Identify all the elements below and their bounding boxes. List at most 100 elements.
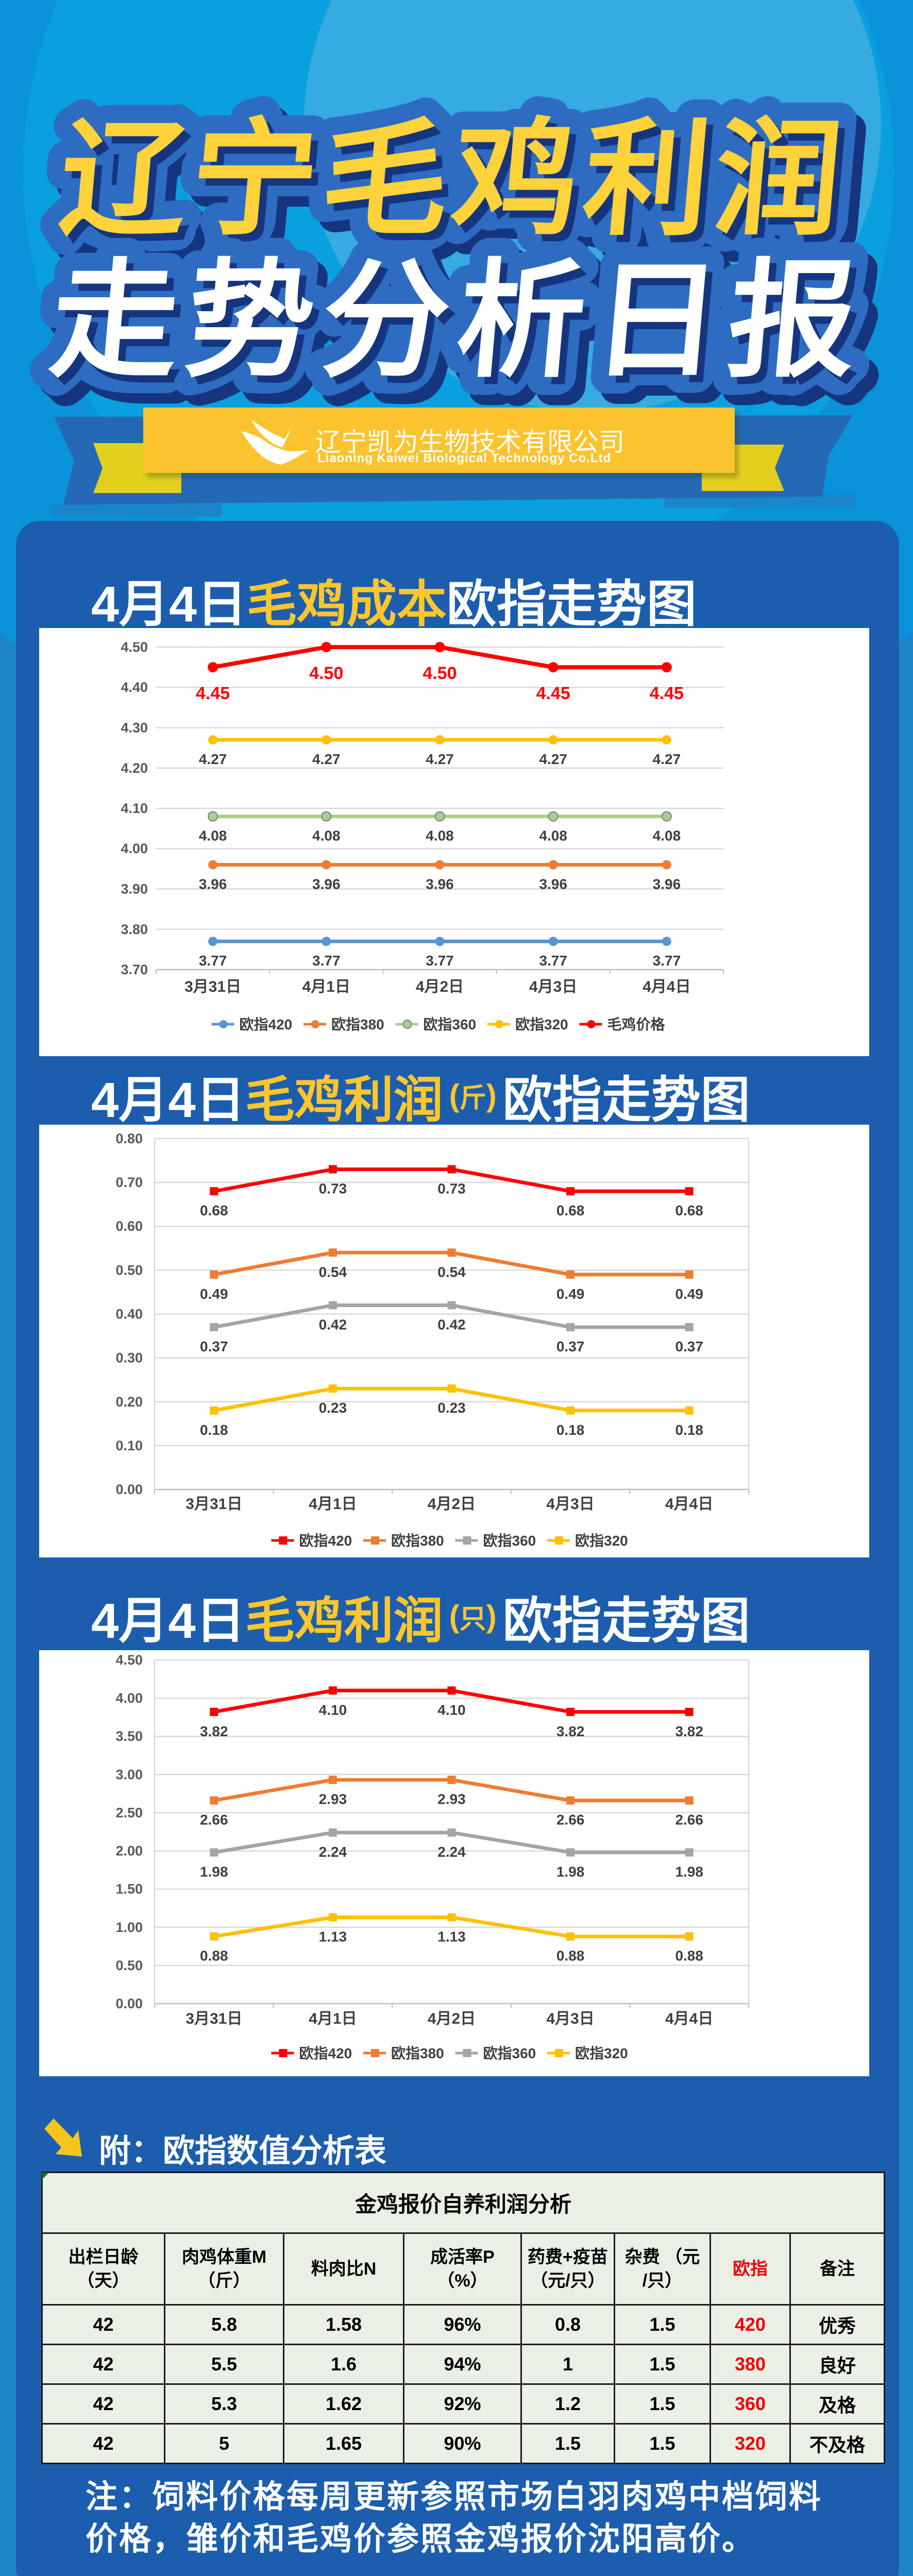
svg-text:3.82: 3.82 bbox=[556, 1723, 585, 1739]
svg-text:3.96: 3.96 bbox=[539, 876, 567, 892]
svg-text:4月2日: 4月2日 bbox=[428, 2010, 476, 2027]
svg-text:0.70: 0.70 bbox=[115, 1175, 143, 1190]
svg-text:4.50: 4.50 bbox=[309, 664, 343, 683]
svg-text:走势分析日报: 走势分析日报 bbox=[52, 257, 877, 399]
svg-text:4.45: 4.45 bbox=[196, 684, 230, 703]
svg-text:1.98: 1.98 bbox=[200, 1864, 228, 1880]
svg-text:0.37: 0.37 bbox=[556, 1338, 585, 1354]
svg-text:0.10: 0.10 bbox=[115, 1438, 143, 1453]
svg-text:3.00: 3.00 bbox=[115, 1767, 143, 1782]
svg-text:0.18: 0.18 bbox=[675, 1422, 703, 1438]
svg-text:4.27: 4.27 bbox=[653, 751, 681, 767]
svg-text:0.88: 0.88 bbox=[200, 1948, 228, 1964]
svg-text:辽宁毛鸡利润: 辽宁毛鸡利润 bbox=[61, 116, 858, 257]
svg-text:辽宁毛鸡利润: 辽宁毛鸡利润 bbox=[64, 120, 861, 260]
svg-text:3.77: 3.77 bbox=[312, 953, 341, 969]
svg-text:4月3日: 4月3日 bbox=[546, 1496, 594, 1513]
svg-text:3.80: 3.80 bbox=[121, 922, 148, 937]
svg-text:欧指380: 欧指380 bbox=[391, 1533, 444, 1549]
svg-text:0.60: 0.60 bbox=[115, 1218, 143, 1234]
svg-text:欧指420: 欧指420 bbox=[299, 1533, 352, 1549]
svg-text:0.37: 0.37 bbox=[675, 1338, 703, 1354]
svg-text:0.23: 0.23 bbox=[437, 1400, 466, 1416]
svg-text:0.18: 0.18 bbox=[200, 1422, 228, 1438]
svg-text:3.82: 3.82 bbox=[200, 1723, 228, 1739]
svg-text:4.08: 4.08 bbox=[426, 828, 454, 844]
svg-text:4.45: 4.45 bbox=[650, 684, 684, 703]
svg-text:4.10: 4.10 bbox=[319, 1702, 347, 1718]
svg-text:0.73: 0.73 bbox=[319, 1181, 347, 1197]
svg-text:3.77: 3.77 bbox=[653, 953, 681, 969]
svg-text:3.96: 3.96 bbox=[312, 876, 341, 892]
svg-text:0.88: 0.88 bbox=[675, 1948, 703, 1964]
svg-text:0.40: 0.40 bbox=[115, 1307, 143, 1322]
svg-text:4月3日: 4月3日 bbox=[546, 2010, 594, 2027]
svg-text:4.10: 4.10 bbox=[437, 1702, 466, 1718]
svg-text:3.77: 3.77 bbox=[539, 953, 567, 969]
svg-text:0.30: 0.30 bbox=[115, 1350, 143, 1366]
svg-text:4.00: 4.00 bbox=[121, 841, 148, 856]
svg-text:0.54: 0.54 bbox=[437, 1264, 466, 1280]
svg-text:2.24: 2.24 bbox=[319, 1844, 347, 1860]
svg-text:3.77: 3.77 bbox=[426, 953, 454, 969]
svg-text:4.50: 4.50 bbox=[422, 664, 457, 683]
svg-text:1.13: 1.13 bbox=[319, 1929, 347, 1945]
svg-text:0.88: 0.88 bbox=[556, 1948, 585, 1964]
svg-text:0.23: 0.23 bbox=[319, 1400, 347, 1416]
svg-text:4月1日: 4月1日 bbox=[302, 978, 350, 995]
svg-text:走势分析日报: 走势分析日报 bbox=[45, 250, 870, 392]
svg-text:欧指320: 欧指320 bbox=[515, 1016, 568, 1032]
svg-text:欧指420: 欧指420 bbox=[299, 2045, 352, 2061]
svg-text:0.37: 0.37 bbox=[200, 1338, 228, 1354]
svg-text:欧指420: 欧指420 bbox=[240, 1016, 293, 1032]
svg-text:4.27: 4.27 bbox=[199, 751, 227, 767]
svg-text:3月31日: 3月31日 bbox=[185, 1496, 242, 1513]
svg-text:0.80: 0.80 bbox=[115, 1131, 143, 1146]
svg-text:0.49: 0.49 bbox=[675, 1286, 703, 1302]
svg-text:走势分析日报: 走势分析日报 bbox=[45, 250, 870, 392]
svg-text:4.50: 4.50 bbox=[121, 639, 148, 655]
svg-text:欧指320: 欧指320 bbox=[575, 2045, 628, 2061]
svg-text:0.42: 0.42 bbox=[437, 1317, 466, 1333]
svg-text:0.00: 0.00 bbox=[115, 1482, 143, 1497]
svg-text:毛鸡价格: 毛鸡价格 bbox=[607, 1016, 666, 1032]
svg-text:4.20: 4.20 bbox=[121, 760, 148, 776]
svg-text:3.70: 3.70 bbox=[121, 962, 148, 977]
svg-text:走势分析日报: 走势分析日报 bbox=[55, 260, 880, 402]
svg-text:4.27: 4.27 bbox=[426, 751, 454, 767]
svg-text:0.42: 0.42 bbox=[319, 1317, 347, 1333]
svg-text:1.13: 1.13 bbox=[437, 1929, 466, 1945]
svg-text:4.08: 4.08 bbox=[539, 828, 567, 844]
svg-text:0.68: 0.68 bbox=[200, 1202, 228, 1218]
svg-text:0.68: 0.68 bbox=[556, 1202, 585, 1218]
svg-text:4月2日: 4月2日 bbox=[416, 978, 464, 995]
svg-text:3月31日: 3月31日 bbox=[184, 978, 241, 995]
svg-text:4.27: 4.27 bbox=[539, 751, 567, 767]
svg-text:2.50: 2.50 bbox=[115, 1805, 143, 1820]
svg-text:2.66: 2.66 bbox=[556, 1812, 585, 1828]
svg-text:4.45: 4.45 bbox=[536, 684, 570, 703]
svg-text:4月3日: 4月3日 bbox=[529, 978, 577, 995]
svg-text:4月1日: 4月1日 bbox=[309, 1496, 357, 1513]
svg-text:4.08: 4.08 bbox=[312, 828, 341, 844]
svg-text:0.68: 0.68 bbox=[675, 1202, 703, 1218]
svg-text:4月2日: 4月2日 bbox=[428, 1496, 476, 1513]
svg-text:欧指360: 欧指360 bbox=[483, 2045, 536, 2061]
svg-text:2.66: 2.66 bbox=[200, 1812, 228, 1828]
svg-text:1.00: 1.00 bbox=[115, 1920, 143, 1935]
svg-text:0.18: 0.18 bbox=[556, 1422, 585, 1438]
svg-text:辽宁毛鸡利润: 辽宁毛鸡利润 bbox=[55, 109, 852, 250]
svg-text:3.96: 3.96 bbox=[199, 876, 227, 892]
svg-text:4.40: 4.40 bbox=[121, 680, 148, 695]
svg-text:3.77: 3.77 bbox=[199, 953, 227, 969]
svg-text:2.66: 2.66 bbox=[675, 1812, 703, 1828]
svg-text:0.54: 0.54 bbox=[319, 1264, 347, 1280]
svg-text:2.24: 2.24 bbox=[437, 1844, 466, 1860]
svg-text:欧指380: 欧指380 bbox=[331, 1016, 384, 1032]
svg-text:欧指320: 欧指320 bbox=[575, 1533, 628, 1549]
svg-text:1.50: 1.50 bbox=[115, 1882, 143, 1897]
svg-text:4.00: 4.00 bbox=[115, 1690, 143, 1706]
svg-text:4.30: 4.30 bbox=[121, 720, 148, 736]
svg-text:3.82: 3.82 bbox=[675, 1723, 703, 1739]
svg-text:0.50: 0.50 bbox=[115, 1262, 143, 1278]
